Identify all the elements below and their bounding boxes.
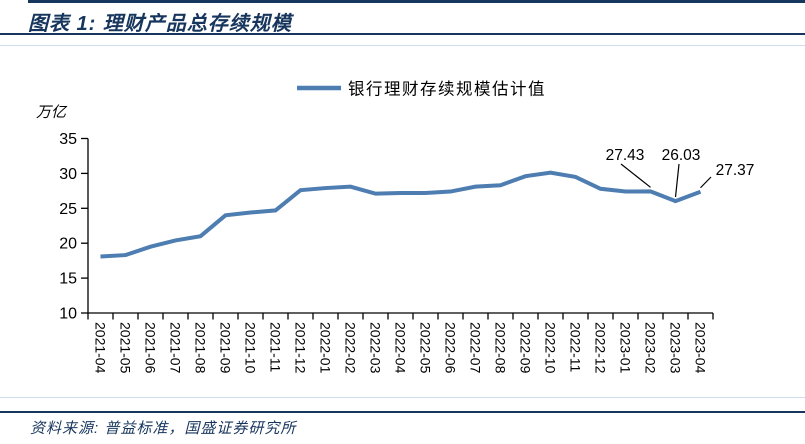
chart-area-top-border (0, 45, 805, 46)
data-label-annotations: 27.43 26.03 27.37 (606, 147, 755, 198)
annotation-label: 27.43 (606, 147, 645, 164)
x-tick-label: 2022-11 (568, 322, 584, 373)
x-tick-label: 2022-07 (468, 322, 484, 374)
footer-divider (0, 411, 805, 413)
figure-title-text: 图表 1: 理财产品总存续规模 (28, 13, 292, 35)
x-tick-label: 2021-06 (143, 322, 159, 374)
x-tick-label: 2021-10 (243, 322, 259, 374)
annotation-leader-line (700, 176, 712, 189)
top-border (28, 0, 805, 3)
x-tick-label: 2021-05 (118, 322, 134, 374)
x-tick-label: 2021-11 (268, 322, 284, 373)
annotation-label: 27.37 (716, 162, 755, 179)
x-tick-label: 2021-08 (193, 322, 209, 374)
series-polyline (100, 170, 702, 259)
series-line (100, 170, 702, 259)
y-tick-label: 10 (59, 306, 77, 323)
x-tick-label: 2021-09 (218, 322, 234, 374)
x-tick-label: 2022-05 (418, 322, 434, 374)
y-tick-label: 15 (59, 271, 77, 288)
source-note: 资料来源: 普益标准，国盛证券研究所 (30, 417, 296, 438)
x-tick-label: 2023-03 (668, 322, 684, 374)
annotation-leader-line (674, 163, 680, 198)
x-tick-label: 2022-06 (443, 322, 459, 374)
x-tick-label: 2022-01 (318, 322, 334, 374)
x-tick-label: 2021-12 (293, 322, 309, 374)
title-divider (0, 33, 805, 35)
source-note-text: 资料来源: 普益标准，国盛证券研究所 (30, 420, 297, 437)
y-axis: 10 15 20 25 30 35 (59, 131, 89, 323)
x-tick-label: 2022-03 (368, 322, 384, 374)
x-tick-label: 2022-08 (493, 322, 509, 374)
chart-area-bottom-border (0, 397, 805, 398)
x-tick-label: 2022-02 (343, 322, 359, 374)
y-tick-label: 20 (59, 236, 77, 253)
x-tick-label: 2023-04 (693, 322, 709, 374)
figure-title: 图表 1: 理财产品总存续规模 (28, 7, 292, 36)
y-tick-label: 30 (59, 166, 77, 183)
y-tick-label: 35 (59, 131, 77, 148)
annotation-leader-line (620, 163, 651, 188)
legend-label: 银行理财存续规模估计值 (348, 80, 546, 99)
x-tick-label: 2021-04 (93, 322, 109, 374)
x-tick-label: 2021-07 (168, 322, 184, 374)
x-tick-label: 2022-04 (393, 322, 409, 374)
y-tick-label: 25 (59, 201, 77, 218)
x-tick-label: 2022-09 (518, 322, 534, 374)
x-tick-label: 2023-02 (643, 322, 659, 374)
x-tick-label: 2022-12 (593, 322, 609, 374)
chart-legend: 银行理财存续规模估计值 (297, 80, 546, 99)
x-tick-label: 2022-10 (543, 322, 559, 374)
x-tick-label: 2023-01 (618, 322, 634, 374)
annotation-label: 26.03 (662, 147, 701, 164)
x-axis: 2021-04 2021-05 2021-06 2021-07 2021-08 2021-… (87, 312, 714, 374)
y-axis-unit-label: 万亿 (36, 104, 68, 121)
